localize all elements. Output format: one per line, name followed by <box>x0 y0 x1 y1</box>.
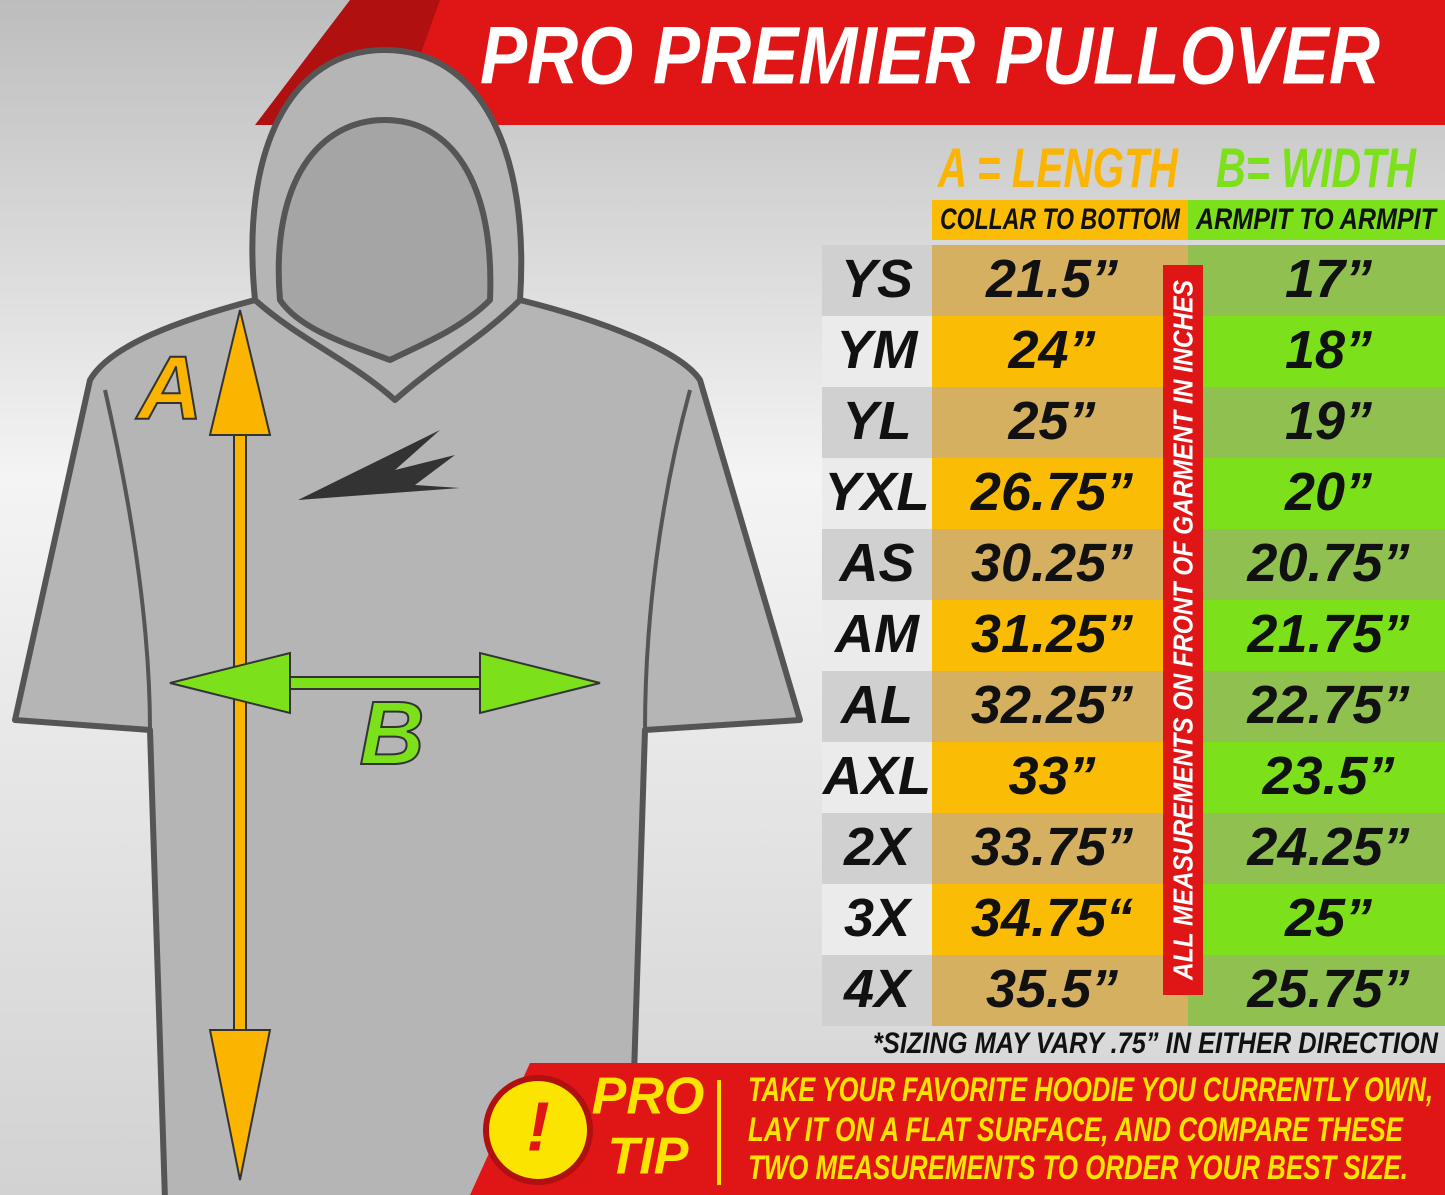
cell-bg <box>822 884 932 955</box>
measurement: 21.5” <box>985 249 1118 309</box>
cell-bg <box>822 529 932 600</box>
cell-bg <box>1188 387 1445 458</box>
cell-bg <box>932 529 1188 600</box>
cell-bg <box>822 671 932 742</box>
measurement: 34.75“ <box>971 888 1133 948</box>
cell-bg <box>822 955 932 1026</box>
measurement: 25” <box>1007 391 1095 451</box>
cell-bg <box>822 742 932 813</box>
measurement: 25” <box>1284 888 1372 948</box>
measurement: 31.25” <box>971 604 1133 664</box>
size-label: AM <box>833 604 920 664</box>
column-subtitle: COLLAR TO BOTTOM <box>940 203 1181 236</box>
footnote: *SIZING MAY VARY .75” IN EITHER DIRECTIO… <box>873 1027 1439 1060</box>
cell-bg <box>822 813 932 884</box>
title-banner <box>395 0 1445 125</box>
measurement: 22.75” <box>1246 675 1409 735</box>
cell-bg <box>932 955 1188 1026</box>
cell-bg <box>932 671 1188 742</box>
column-title: B= WIDTH <box>1216 136 1417 199</box>
cell-bg <box>1188 316 1445 387</box>
tip-icon <box>483 1075 593 1185</box>
cell-bg <box>822 458 932 529</box>
measurement: 33” <box>1008 746 1095 806</box>
cell-bg <box>932 742 1188 813</box>
size-label: 2X <box>843 817 913 877</box>
size-label: AXL <box>821 746 931 806</box>
measurement: 24.25” <box>1246 817 1409 877</box>
measurement: 35.5” <box>986 959 1118 1019</box>
measurement: 20.75” <box>1246 533 1409 593</box>
cell-bg <box>822 387 932 458</box>
measurement: 24” <box>1007 320 1095 380</box>
size-label: 3X <box>844 888 913 948</box>
cell-bg <box>932 458 1188 529</box>
tip-label: TIP <box>608 1128 689 1186</box>
tip-banner <box>470 1063 1445 1195</box>
measurement: 25.75” <box>1246 959 1409 1019</box>
cell-bg <box>1188 671 1445 742</box>
measurement: 30.25” <box>971 533 1133 593</box>
measurement: 17” <box>1285 249 1372 309</box>
measurement: 32.25” <box>971 675 1133 735</box>
cell-bg <box>1188 600 1445 671</box>
cell-bg <box>1188 458 1445 529</box>
cell-bg <box>822 245 932 316</box>
tip-divider <box>717 1080 721 1185</box>
cell-bg <box>1188 884 1445 955</box>
side-note: ALL MEASUREMENTS ON FRONT OF GARMENT IN … <box>1167 280 1198 981</box>
cell-bg <box>932 813 1188 884</box>
cell-bg <box>932 387 1188 458</box>
tip-label: PRO <box>592 1068 705 1126</box>
arrow-b <box>169 651 601 715</box>
side-note-bg <box>1163 265 1203 995</box>
cell-bg <box>1188 245 1445 316</box>
measurement: 33.75” <box>971 817 1133 877</box>
size-label: AS <box>837 533 914 593</box>
label-b: B <box>360 684 425 784</box>
tip-line: TAKE YOUR FAVORITE HOODIE YOU CURRENTLY … <box>748 1071 1433 1109</box>
cell-bg <box>932 245 1188 316</box>
cell-bg <box>932 316 1188 387</box>
cell-bg <box>1188 813 1445 884</box>
measurement: 19” <box>1285 391 1372 451</box>
arrow-a <box>208 309 272 1181</box>
cell-bg <box>822 600 932 671</box>
table-body: YS 21.5” 17” YM 24” 18” YL 25” 19” YXL 26.75” 20” AS… <box>821 245 1445 1026</box>
measurement: 20” <box>1284 462 1372 522</box>
label-a: A <box>136 339 203 439</box>
cell-bg <box>1188 529 1445 600</box>
size-label: AL <box>839 675 913 735</box>
tip-line: LAY IT ON A FLAT SURFACE, AND COMPARE TH… <box>748 1111 1404 1149</box>
subheader-bg <box>932 200 1188 240</box>
subheader-bg <box>1188 200 1445 240</box>
size-label: 4X <box>843 959 913 1019</box>
tip-line: TWO MEASUREMENTS TO ORDER YOUR BEST SIZE… <box>748 1149 1408 1187</box>
column-subtitle: ARMPIT TO ARMPIT <box>1195 203 1438 236</box>
cell-bg <box>932 884 1188 955</box>
cell-bg <box>822 316 932 387</box>
cell-bg <box>932 600 1188 671</box>
size-label: YM <box>837 320 919 380</box>
measurement: 21.75” <box>1246 604 1409 664</box>
tip-icon-text: ! <box>526 1087 549 1165</box>
measurement: 23.5” <box>1261 746 1394 806</box>
size-label: YS <box>841 249 913 309</box>
hoodie-drawing <box>12 47 803 1195</box>
measurement: 18” <box>1285 320 1372 380</box>
title: PRO PREMIER PULLOVER <box>480 11 1380 102</box>
size-label: YL <box>842 391 911 451</box>
measurement: 26.75” <box>970 462 1133 522</box>
cell-bg <box>1188 955 1445 1026</box>
size-label: YXL <box>824 462 929 522</box>
column-title: A = LENGTH <box>937 136 1180 199</box>
cell-bg <box>1188 742 1445 813</box>
